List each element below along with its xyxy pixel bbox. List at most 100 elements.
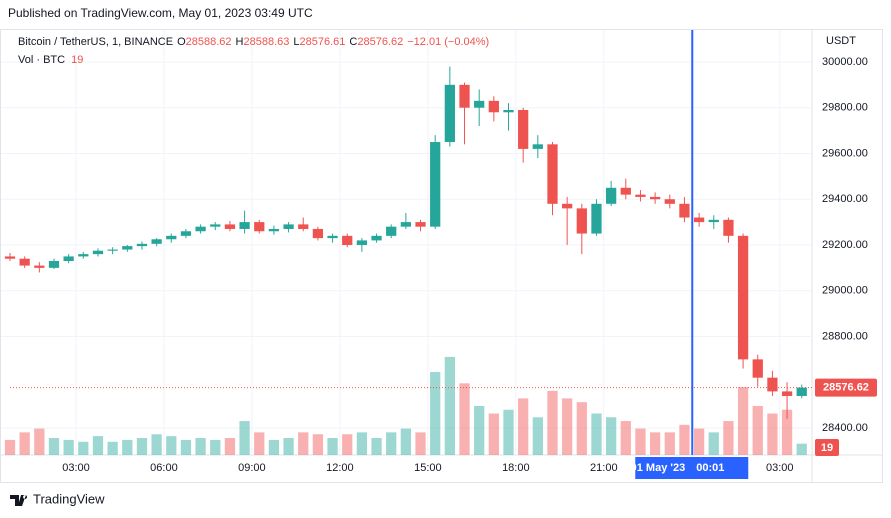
volume-bar (532, 417, 543, 455)
candle-body (635, 194, 646, 197)
candle-body (547, 144, 558, 204)
candle-body (327, 235, 338, 239)
y-tick-label: 29400.00 (822, 193, 868, 205)
volume-bar (430, 372, 441, 455)
candle-body (752, 359, 763, 378)
volume-bar (122, 439, 133, 455)
candle-body (767, 377, 778, 392)
chart-frame (0, 29, 883, 483)
x-tick-label: 15:00 (414, 462, 442, 474)
candle-body (503, 110, 514, 113)
volume-bar (195, 438, 206, 455)
volume-bar (254, 432, 265, 455)
volume-bar (518, 398, 529, 455)
overlay-layer: 28576.62 19 01 May '23 00:01 (10, 30, 877, 479)
volume-bar (4, 439, 16, 455)
x-tick-label: 18:00 (502, 462, 530, 474)
volume-bar (635, 428, 646, 455)
volume-bar (34, 428, 45, 455)
published-note: Published on TradingView.com, May 01, 20… (8, 6, 313, 20)
volume-bar (606, 417, 617, 455)
volume-bar (649, 432, 661, 455)
candle-body (430, 142, 441, 227)
candle-body (474, 100, 485, 108)
volume-bar (781, 409, 793, 455)
volume-legend: Vol · BTC 19 (18, 54, 83, 66)
volume-bar (78, 441, 89, 455)
candle-body (151, 239, 162, 244)
volume-bar (92, 436, 104, 455)
y-tick-label: 28400.00 (822, 422, 868, 434)
volume-bar (386, 432, 397, 455)
legend-key: O (177, 36, 186, 48)
x-tick-label: 03:00 (766, 462, 794, 474)
candle-body (356, 240, 368, 245)
legend-value: 28588.63 (244, 36, 290, 48)
candle-body (518, 110, 529, 149)
y-tick-label: 28800.00 (822, 330, 868, 342)
candle-body (180, 231, 192, 236)
candle-body (78, 254, 89, 257)
x-tick-label: 21:00 (590, 462, 618, 474)
volume-bar (224, 438, 236, 455)
volume-bar (737, 387, 749, 455)
crosshair-time: 00:01 (696, 462, 724, 474)
candle-body (92, 250, 104, 255)
candle-body (107, 249, 118, 251)
candle-body (298, 224, 309, 229)
volume-bar (342, 434, 353, 455)
candle-body (664, 199, 675, 204)
volume-bar (298, 432, 309, 455)
legend-key: C (349, 36, 357, 48)
legend-title: Bitcoin / TetherUS, 1, BINANCE (18, 36, 173, 48)
volume-bar (562, 398, 573, 455)
candle-body (606, 187, 617, 204)
footer-logo (10, 495, 28, 506)
volume-bar (283, 438, 294, 455)
legend-key: L (293, 36, 299, 48)
volume-layer (4, 356, 807, 455)
candle-body (649, 196, 661, 200)
legend: Bitcoin / TetherUS, 1, BINANCE O28588.62 H… (18, 36, 489, 48)
candle-body (122, 246, 133, 250)
x-tick-label: 03:00 (62, 462, 90, 474)
volume-bar (664, 432, 675, 455)
candle-body (4, 256, 16, 259)
last-price-label: 28576.62 (823, 382, 869, 394)
candle-body (312, 228, 324, 239)
candle-body (268, 228, 280, 232)
candle-body (136, 243, 148, 247)
volume-legend-value: 19 (71, 54, 83, 66)
volume-legend-label: Vol · BTC (18, 54, 65, 66)
candle-body (239, 222, 250, 229)
candle-layer (4, 66, 807, 419)
candle-body (737, 235, 749, 360)
candle-body (400, 222, 411, 227)
candle-body (591, 203, 602, 234)
volume-bar (591, 413, 602, 455)
volume-bar (752, 405, 763, 455)
volume-bar (151, 434, 162, 455)
candle-body (576, 208, 587, 234)
x-tick-label: 09:00 (238, 462, 266, 474)
volume-bar (576, 402, 587, 455)
y-tick-label: 30000.00 (822, 56, 868, 68)
candle-body (781, 391, 793, 396)
candle-body (679, 203, 690, 218)
volume-bar (107, 441, 118, 455)
grid: 28400.00 28800.00 29000.00 29200.00 29400.00… (1, 30, 868, 474)
candle-body (386, 226, 397, 236)
candle-body (19, 258, 30, 266)
candle-body (532, 144, 543, 149)
volume-bar (48, 438, 60, 455)
candle-body (371, 235, 382, 241)
last-price-box (815, 378, 877, 397)
candle-body (796, 387, 807, 396)
volume-bar (503, 409, 514, 455)
volume-bar (488, 413, 499, 455)
candle-body (166, 235, 177, 240)
volume-bar (547, 390, 558, 455)
volume-bar (474, 405, 485, 455)
volume-bar (63, 439, 74, 455)
